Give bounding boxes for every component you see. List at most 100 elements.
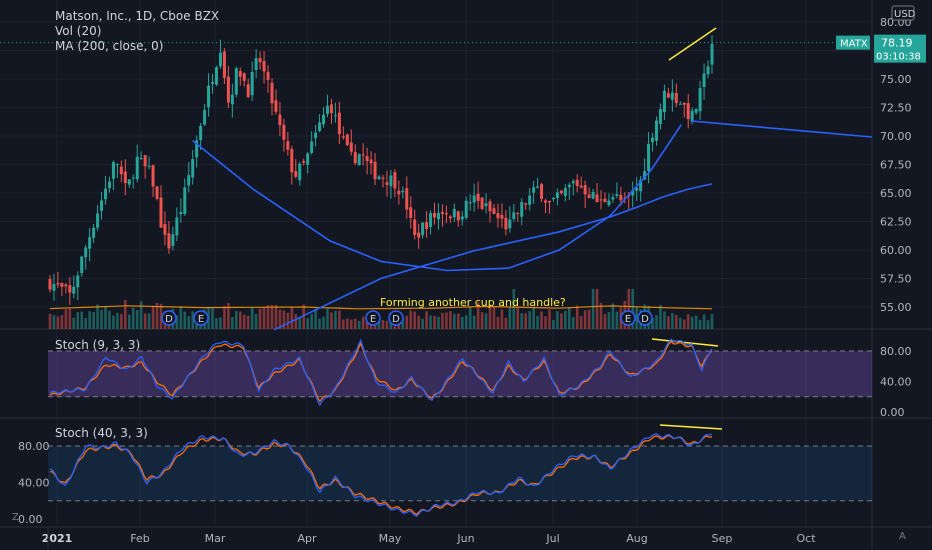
volume-bar xyxy=(64,309,68,329)
zoom-toggle-z[interactable]: Z xyxy=(12,512,19,523)
candle-body xyxy=(318,122,322,131)
volume-bar xyxy=(346,318,349,329)
candle-body xyxy=(286,141,290,150)
candle-body xyxy=(337,112,341,135)
volume-bar xyxy=(48,313,52,329)
time-axis-label: Apr xyxy=(297,532,317,545)
volume-bar xyxy=(151,305,155,329)
candle-body xyxy=(678,103,682,105)
candle-body xyxy=(314,132,318,139)
candle-body xyxy=(274,100,278,112)
candle-body xyxy=(115,164,119,166)
candle-body xyxy=(631,190,635,196)
candle-body xyxy=(159,197,163,228)
candle-body xyxy=(361,154,365,156)
candle-body xyxy=(540,184,544,199)
candle-body xyxy=(429,213,433,227)
symbol-tag xyxy=(836,35,870,50)
candle-body xyxy=(595,194,599,203)
stoch2-divergence-line xyxy=(659,424,723,430)
volume-bar xyxy=(694,315,698,329)
candle-body xyxy=(238,71,242,77)
volume-bar xyxy=(80,311,84,329)
candle-body xyxy=(222,51,226,78)
candle-body xyxy=(155,186,159,199)
time-axis-label: May xyxy=(379,532,402,545)
volume-bar xyxy=(567,307,571,329)
candle-body xyxy=(464,200,468,219)
volume-bar xyxy=(175,315,179,329)
volume-bar xyxy=(655,314,658,329)
volume-bar xyxy=(413,311,416,329)
volume-bar xyxy=(238,311,242,329)
volume-bar xyxy=(242,314,246,329)
candle-body xyxy=(409,207,413,218)
candle-body xyxy=(365,156,369,161)
volume-bar xyxy=(314,308,317,329)
candle-body xyxy=(163,224,167,235)
candle-body xyxy=(476,193,480,201)
volume-bar xyxy=(274,305,278,329)
volume-bar xyxy=(290,306,294,329)
volume-bar xyxy=(68,308,72,329)
volume-bar xyxy=(124,299,127,329)
volume-bar xyxy=(385,320,389,329)
candle-body xyxy=(690,110,694,123)
candle-body xyxy=(639,180,643,192)
candle-body xyxy=(270,82,274,104)
candle-body xyxy=(242,73,246,81)
candle-body xyxy=(448,216,452,219)
volume-bar xyxy=(516,307,520,329)
candle-body xyxy=(353,151,357,164)
stoch2-label: Stoch (40, 3, 3) xyxy=(55,426,148,440)
auto-scale-toggle[interactable]: A xyxy=(899,531,906,542)
candle-body xyxy=(484,203,488,207)
volume-bar xyxy=(76,312,80,329)
volume-bar xyxy=(631,289,635,329)
volume-bar xyxy=(682,319,686,329)
price-tick-label: 62.50 xyxy=(880,216,912,229)
volume-bar xyxy=(191,311,195,329)
dividend-marker-circle xyxy=(161,310,177,326)
candle-body xyxy=(516,212,520,214)
dividend-marker: D xyxy=(637,310,653,326)
volume-bar xyxy=(607,312,611,329)
volume-bar xyxy=(667,316,670,329)
volume-bar xyxy=(560,313,563,329)
stoch2-tick-label: 40.00 xyxy=(18,477,50,490)
price-divergence-line xyxy=(668,27,717,61)
volume-bar xyxy=(476,302,480,329)
time-axis-label: 2021 xyxy=(42,532,73,545)
candle-body xyxy=(544,200,548,203)
volume-bar xyxy=(338,310,341,329)
candle-body xyxy=(80,256,84,273)
candle-body xyxy=(658,109,662,124)
candle-body xyxy=(389,175,393,187)
volume-bar xyxy=(377,320,381,329)
volume-bar xyxy=(484,313,488,329)
candle-body xyxy=(710,43,714,65)
candle-body xyxy=(480,197,484,209)
volume-bar xyxy=(310,314,313,329)
candle-body xyxy=(405,188,409,210)
volume-bar xyxy=(453,313,456,329)
earnings-marker-circle xyxy=(620,310,636,326)
candle-body xyxy=(131,177,135,179)
stoch1-k-line xyxy=(49,338,713,407)
candle-body xyxy=(199,125,203,141)
volume-bar xyxy=(421,318,424,329)
candle-body xyxy=(207,85,211,108)
candle-body xyxy=(147,165,151,167)
time-axis-label: Mar xyxy=(205,532,226,545)
volume-bar xyxy=(460,317,464,329)
volume-bar xyxy=(250,307,254,329)
volume-bar xyxy=(698,319,702,329)
volume-bar xyxy=(552,319,555,329)
stoch1-d-line xyxy=(49,340,713,403)
candle-body xyxy=(452,209,456,218)
price-tick-label: 60.00 xyxy=(880,244,912,257)
volume-bar xyxy=(286,312,290,329)
candle-body xyxy=(468,202,472,204)
candle-body xyxy=(559,190,563,194)
